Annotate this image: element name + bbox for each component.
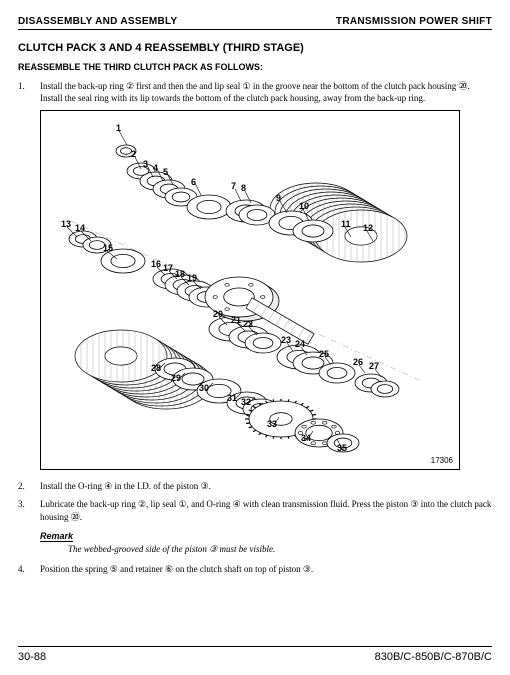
part-callout: 5 (163, 167, 168, 177)
section-subtitle: REASSEMBLE THE THIRD CLUTCH PACK AS FOLL… (18, 62, 492, 72)
part-callout: 3 (143, 159, 148, 169)
header-right: TRANSMISSION POWER SHIFT (336, 16, 492, 27)
part-callout: 27 (369, 361, 379, 371)
part-callout: 25 (319, 349, 329, 359)
exploded-view-figure: 1234567891011121314151617181920212223242… (40, 110, 460, 470)
part-callout: 30 (199, 383, 209, 393)
page-footer: 30-88 830B/C-850B/C-870B/C (18, 646, 492, 663)
section-title: CLUTCH PACK 3 AND 4 REASSEMBLY (THIRD ST… (18, 42, 492, 54)
page-header: DISASSEMBLY AND ASSEMBLY TRANSMISSION PO… (18, 16, 492, 30)
step-text: Install the O-ring ④ in the I.D. of the … (40, 480, 492, 492)
step-number: 2. (18, 480, 30, 492)
part-callout: 28 (151, 363, 161, 373)
part-callout: 4 (153, 163, 158, 173)
part-callout: 35 (337, 443, 347, 453)
part-callout: 32 (241, 397, 251, 407)
part-callout: 29 (171, 373, 181, 383)
step-number: 3. (18, 498, 30, 522)
part-callout: 13 (61, 219, 71, 229)
footer-left: 30-88 (18, 651, 46, 663)
figure-number: 17306 (431, 456, 453, 465)
part-callout: 16 (151, 259, 161, 269)
part-callout: 20 (213, 309, 223, 319)
step-text: Position the spring ⑤ and retainer ⑥ on … (40, 563, 492, 575)
part-callout: 11 (341, 219, 351, 229)
part-callout: 24 (295, 339, 305, 349)
part-callout: 14 (75, 223, 85, 233)
footer-right: 830B/C-850B/C-870B/C (375, 651, 492, 663)
part-callout: 8 (241, 183, 246, 193)
remark-label: Remark (40, 531, 73, 542)
part-callout: 12 (363, 223, 373, 233)
step-3: 3. Lubricate the back-up ring ②, lip sea… (18, 498, 492, 522)
part-callout: 33 (267, 419, 277, 429)
part-callout: 7 (231, 181, 236, 191)
part-callout: 1 (116, 123, 121, 133)
part-callout: 26 (353, 357, 363, 367)
step-1: 1. Install the back-up ring ② first and … (18, 80, 492, 104)
part-callout: 17 (163, 263, 173, 273)
part-callout: 31 (227, 393, 237, 403)
step-text: Install the back-up ring ② first and the… (40, 80, 492, 104)
step-number: 1. (18, 80, 30, 104)
part-callout: 22 (243, 319, 253, 329)
step-4: 4. Position the spring ⑤ and retainer ⑥ … (18, 563, 492, 575)
step-2: 2. Install the O-ring ④ in the I.D. of t… (18, 480, 492, 492)
part-callout: 2 (131, 149, 136, 159)
part-callout: 34 (301, 433, 311, 443)
part-callout: 6 (191, 177, 196, 187)
header-left: DISASSEMBLY AND ASSEMBLY (18, 16, 177, 27)
remark-text: The webbed-grooved side of the piston ③ … (68, 544, 492, 555)
part-callout: 15 (103, 243, 113, 253)
part-callout: 21 (231, 315, 241, 325)
step-text: Lubricate the back-up ring ②, lip seal ①… (40, 498, 492, 522)
part-callout: 9 (276, 193, 281, 203)
part-callout: 23 (281, 335, 291, 345)
part-callout: 19 (187, 273, 197, 283)
part-callout: 10 (299, 201, 309, 211)
part-callout: 18 (175, 269, 185, 279)
step-number: 4. (18, 563, 30, 575)
